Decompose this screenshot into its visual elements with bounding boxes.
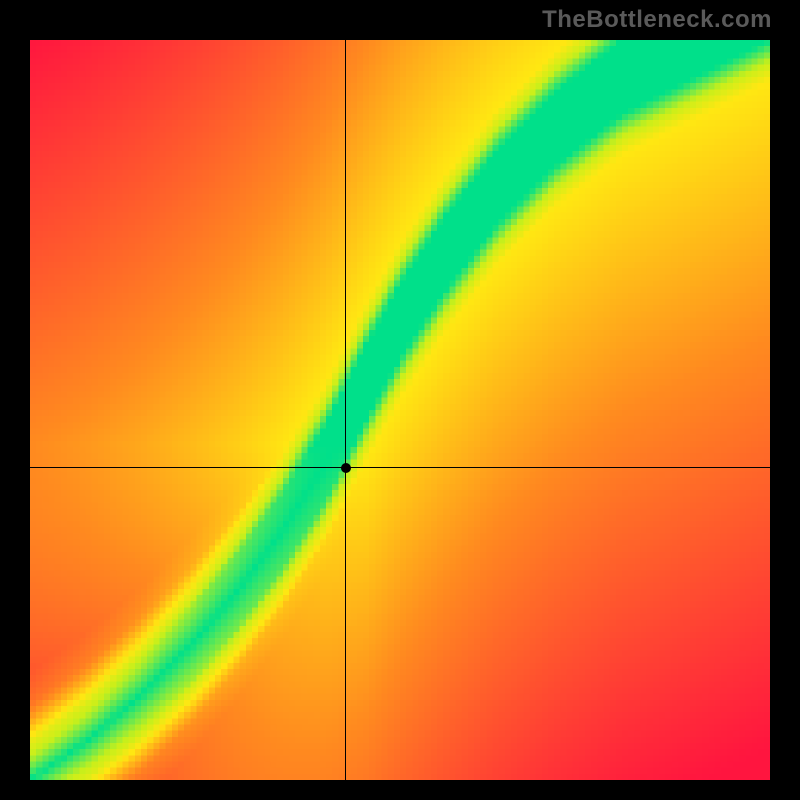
- crosshair-dot: [341, 463, 351, 473]
- watermark-text: TheBottleneck.com: [542, 6, 772, 34]
- crosshair-horizontal: [30, 467, 770, 468]
- crosshair-vertical: [345, 40, 346, 780]
- bottleneck-heatmap: [30, 40, 770, 780]
- figure-frame: TheBottleneck.com: [0, 0, 800, 800]
